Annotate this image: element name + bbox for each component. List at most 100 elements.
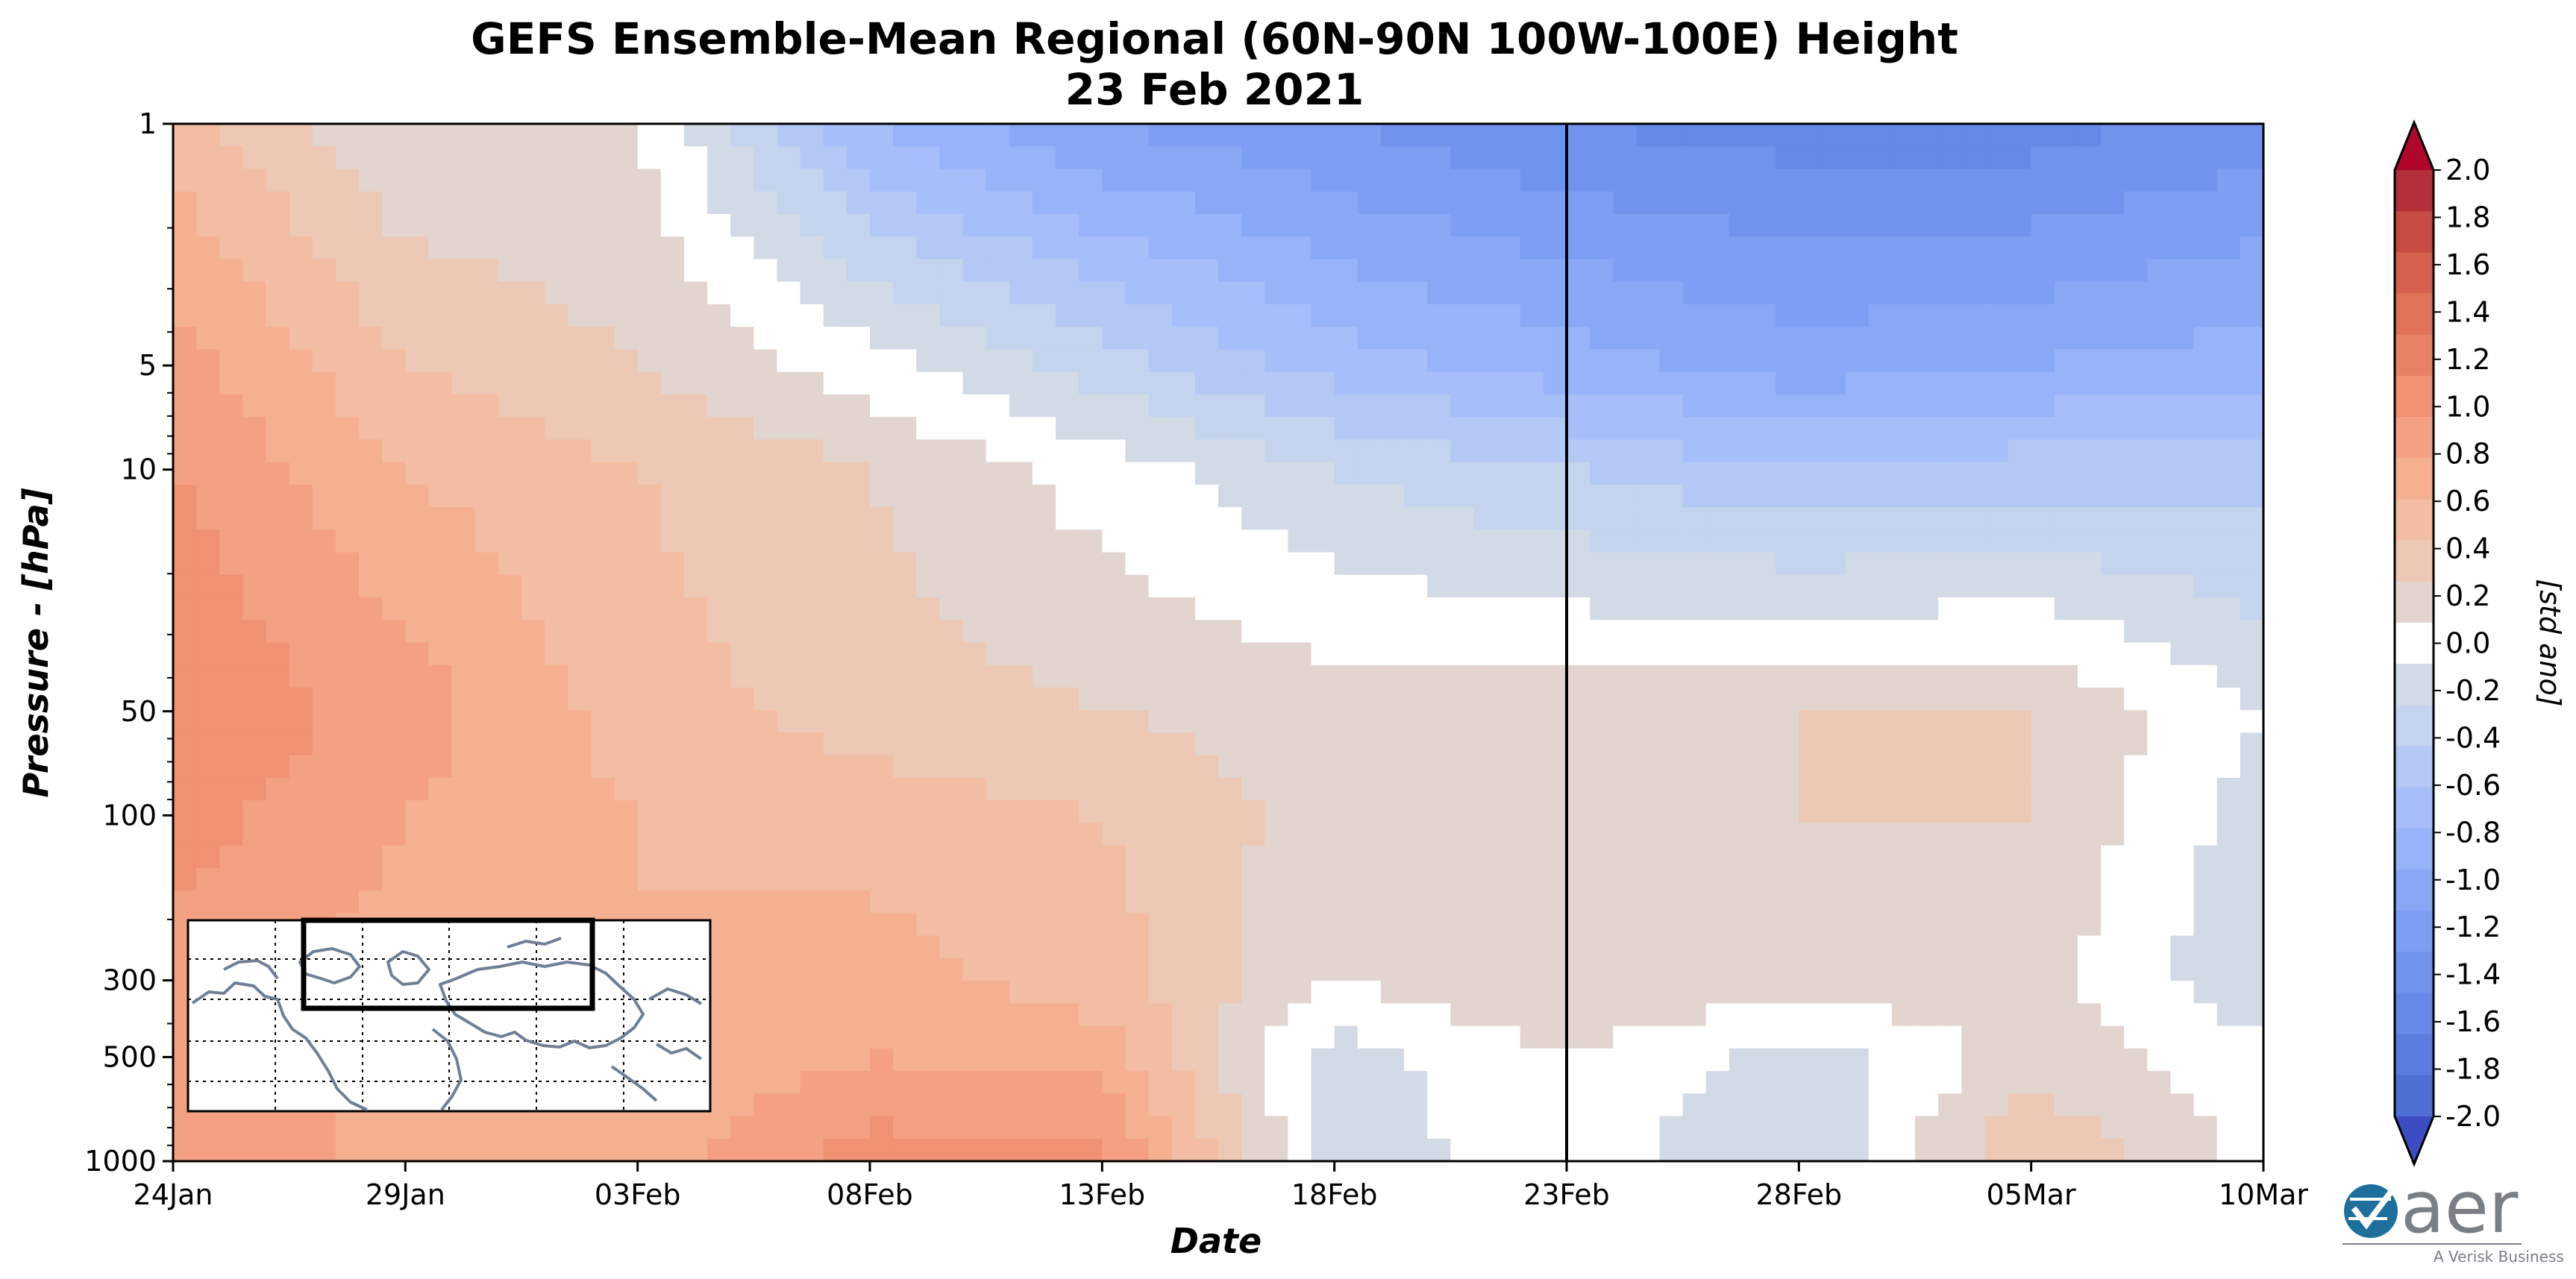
heatmap-cell xyxy=(1357,664,1382,688)
heatmap-cell xyxy=(1543,1116,1567,1140)
heatmap-cell xyxy=(1613,259,1638,283)
heatmap-cell xyxy=(498,552,522,576)
heatmap-cell xyxy=(916,394,941,418)
heatmap-cell xyxy=(2147,462,2172,485)
heatmap-cell xyxy=(985,349,1010,373)
heatmap-cell xyxy=(1032,1048,1056,1072)
heatmap-cell xyxy=(753,1116,778,1140)
heatmap-cell xyxy=(1056,304,1079,327)
heatmap-cell xyxy=(428,169,453,192)
heatmap-cell xyxy=(1776,1025,1800,1049)
heatmap-cell xyxy=(2124,867,2149,891)
heatmap-cell xyxy=(1102,687,1126,711)
heatmap-cell xyxy=(1729,191,1753,215)
heatmap-cell xyxy=(1380,394,1405,418)
heatmap-cell xyxy=(1682,371,1707,395)
heatmap-cell xyxy=(1079,484,1103,508)
heatmap-cell xyxy=(289,484,313,508)
heatmap-cell xyxy=(1009,710,1033,734)
heatmap-cell xyxy=(1915,462,1939,485)
x-tick-label: 10Mar xyxy=(2219,1178,2308,1211)
heatmap-cell xyxy=(2008,981,2032,1005)
heatmap-cell xyxy=(1636,213,1661,237)
heatmap-cell xyxy=(1148,281,1173,305)
heatmap-cell xyxy=(1125,259,1150,283)
heatmap-cell xyxy=(1682,1048,1707,1072)
heatmap-cell xyxy=(405,349,430,373)
colorbar-tick-label: -0.6 xyxy=(2445,769,2501,802)
heatmap-cell xyxy=(568,281,592,305)
heatmap-cell xyxy=(1776,890,1800,914)
heatmap-cell xyxy=(2124,552,2149,576)
heatmap-cell xyxy=(1194,124,1219,148)
heatmap-cell xyxy=(242,484,267,508)
heatmap-cell xyxy=(2170,620,2195,644)
heatmap-cell xyxy=(1567,529,1591,553)
heatmap-cell xyxy=(846,935,871,959)
heatmap-cell xyxy=(1265,169,1289,192)
heatmap-cell xyxy=(893,507,918,531)
heatmap-cell xyxy=(1567,890,1591,914)
heatmap-cell xyxy=(1543,981,1567,1005)
heatmap-cell xyxy=(962,327,987,351)
heatmap-cell xyxy=(219,1138,244,1161)
heatmap-cell xyxy=(1171,146,1196,170)
heatmap-cell xyxy=(1334,1138,1358,1161)
heatmap-cell xyxy=(428,890,453,914)
heatmap-cell xyxy=(1520,777,1544,801)
heatmap-cell xyxy=(1984,913,2009,937)
heatmap-cell xyxy=(1380,845,1405,869)
heatmap-cell xyxy=(521,507,545,531)
heatmap-cell xyxy=(1288,597,1312,621)
heatmap-cell xyxy=(846,642,871,666)
heatmap-cell xyxy=(823,327,847,351)
heatmap-cell xyxy=(405,755,430,779)
heatmap-cell xyxy=(1845,1071,1870,1095)
heatmap-cell xyxy=(1590,484,1614,508)
heatmap-cell xyxy=(2147,823,2172,846)
heatmap-cell xyxy=(219,439,244,463)
heatmap-cell xyxy=(173,281,197,305)
heatmap-cell xyxy=(870,710,894,734)
heatmap-cell xyxy=(1288,124,1312,148)
heatmap-cell xyxy=(2008,800,2032,824)
heatmap-cell xyxy=(1079,574,1103,598)
heatmap-cell xyxy=(823,552,847,576)
heatmap-cell xyxy=(1776,462,1800,485)
heatmap-cell xyxy=(1961,958,1986,981)
heatmap-cell xyxy=(289,642,313,666)
heatmap-cell xyxy=(1265,507,1289,531)
heatmap-cell xyxy=(1218,529,1242,553)
heatmap-cell xyxy=(2124,259,2149,283)
heatmap-cell xyxy=(683,867,708,891)
heatmap-cell xyxy=(591,281,615,305)
heatmap-cell xyxy=(1265,213,1289,237)
heatmap-cell xyxy=(893,1048,918,1072)
heatmap-cell xyxy=(1148,935,1173,959)
heatmap-cell xyxy=(2193,800,2218,824)
heatmap-cell xyxy=(2216,732,2241,756)
heatmap-cell xyxy=(777,664,801,688)
heatmap-cell xyxy=(289,1138,313,1161)
heatmap-cell xyxy=(2240,304,2263,327)
heatmap-cell xyxy=(683,890,708,914)
heatmap-cell xyxy=(474,1138,499,1161)
heatmap-cell xyxy=(173,259,197,283)
heatmap-cell xyxy=(1450,1025,1475,1049)
heatmap-cell xyxy=(1148,439,1173,463)
heatmap-cell xyxy=(2008,687,2032,711)
heatmap-cell xyxy=(1404,732,1428,756)
heatmap-cell xyxy=(870,124,894,148)
heatmap-cell xyxy=(1427,664,1452,688)
heatmap-cell xyxy=(707,664,731,688)
heatmap-cell xyxy=(614,597,639,621)
heatmap-cell xyxy=(1125,935,1150,959)
heatmap-cell xyxy=(846,890,871,914)
heatmap-cell xyxy=(1148,169,1173,192)
heatmap-cell xyxy=(1984,1003,2009,1027)
heatmap-cell xyxy=(451,304,476,327)
heatmap-cell xyxy=(2216,327,2241,351)
heatmap-cell xyxy=(730,913,755,937)
heatmap-cell xyxy=(730,146,755,170)
heatmap-cell xyxy=(312,349,336,373)
